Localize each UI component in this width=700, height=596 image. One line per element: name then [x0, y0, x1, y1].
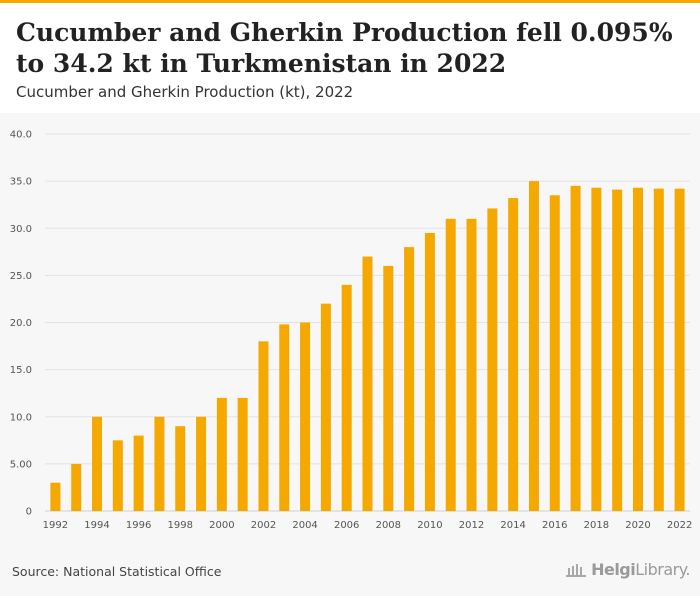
bar-2013[interactable]: [487, 208, 498, 511]
bar-2017[interactable]: [570, 185, 581, 511]
y-tick-label: 30.0: [10, 224, 32, 235]
x-tick-label: 2016: [542, 520, 567, 531]
brand-name: HelgiLibrary.: [591, 560, 690, 579]
y-tick-label: 0: [26, 507, 32, 518]
x-tick-label: 2020: [625, 520, 650, 531]
y-tick-label: 10.0: [10, 412, 32, 423]
bar-2015[interactable]: [528, 181, 539, 511]
source-note: Source: National Statistical Office: [12, 564, 222, 579]
y-tick-label: 40.0: [10, 130, 32, 141]
y-tick-label: 20.0: [10, 318, 32, 329]
y-axis-labels: 0 5.00 10.0 15.0 20.0 25.0 30.0 35.0 40.0: [10, 130, 32, 518]
bar-1996[interactable]: [133, 435, 144, 511]
bar-2011[interactable]: [445, 218, 456, 511]
x-tick-label: 2002: [251, 520, 276, 531]
bar-2016[interactable]: [549, 195, 560, 511]
brand-suffix: Library.: [635, 560, 690, 579]
x-tick-label: 2006: [334, 520, 359, 531]
x-tick-label: 1992: [43, 520, 68, 531]
chart-title: Cucumber and Gherkin Production fell 0.0…: [16, 18, 673, 78]
x-tick-label: 2022: [667, 520, 692, 531]
bar-2020[interactable]: [632, 187, 643, 511]
bar-2009[interactable]: [404, 247, 415, 511]
x-axis-labels: 1992 1994 1996 1998 2000 2002 2004 2006 2008 2010…: [43, 520, 693, 531]
bar-2007[interactable]: [362, 256, 373, 511]
y-tick-label: 25.0: [10, 271, 32, 282]
bar-1997[interactable]: [154, 416, 165, 511]
x-tick-label: 2000: [209, 520, 234, 531]
bar-2002[interactable]: [258, 341, 269, 511]
bar-2022[interactable]: [674, 188, 685, 512]
x-tick-label: 2004: [292, 520, 317, 531]
y-tick-label: 5.00: [10, 459, 32, 470]
x-tick-label: 2014: [500, 520, 525, 531]
bar-2006[interactable]: [341, 284, 352, 511]
bar-2005[interactable]: [320, 303, 331, 511]
x-tick-label: 2008: [376, 520, 401, 531]
bar-1993[interactable]: [71, 463, 82, 511]
bar-2010[interactable]: [424, 232, 435, 511]
chart-subtitle: Cucumber and Gherkin Production (kt), 20…: [16, 83, 354, 101]
chart-header: Cucumber and Gherkin Production fell 0.0…: [0, 3, 700, 113]
bar-2014[interactable]: [508, 198, 519, 511]
brand-logo[interactable]: HelgiLibrary.: [565, 560, 690, 579]
bar-1999[interactable]: [196, 416, 207, 511]
bar-1994[interactable]: [92, 416, 103, 511]
brand-prefix: Helgi: [591, 560, 636, 579]
y-tick-label: 15.0: [10, 365, 32, 376]
bar-2021[interactable]: [653, 188, 664, 512]
accent-bar: [0, 0, 700, 3]
x-tick-label: 1996: [126, 520, 151, 531]
bar-1992[interactable]: [50, 482, 61, 511]
bar-2004[interactable]: [300, 322, 311, 512]
x-tick-label: 2010: [417, 520, 442, 531]
bar-2018[interactable]: [591, 187, 602, 511]
bar-2019[interactable]: [612, 189, 623, 512]
library-building-icon: [566, 563, 587, 577]
bars: [50, 181, 685, 512]
bar-2001[interactable]: [237, 397, 248, 511]
bar-2000[interactable]: [216, 397, 227, 511]
bar-1995[interactable]: [112, 440, 123, 511]
x-tick-label: 1994: [84, 520, 109, 531]
bar-2012[interactable]: [466, 218, 477, 511]
bar-1998[interactable]: [175, 426, 186, 511]
bar-2008[interactable]: [383, 265, 394, 511]
y-tick-label: 35.0: [10, 177, 32, 188]
x-tick-label: 2012: [459, 520, 484, 531]
bar-2003[interactable]: [279, 324, 290, 511]
x-tick-label: 2018: [584, 520, 609, 531]
x-tick-label: 1998: [168, 520, 193, 531]
